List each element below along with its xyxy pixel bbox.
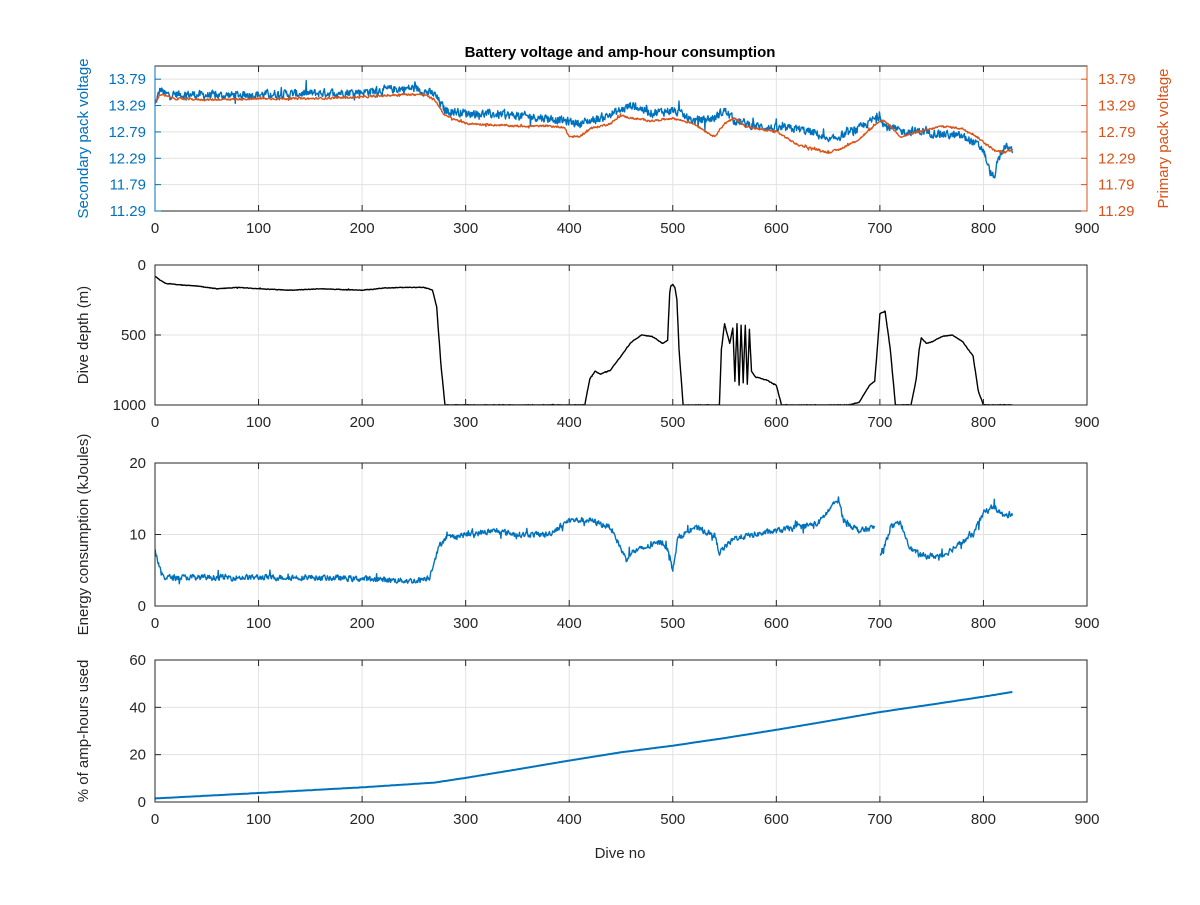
- x-tick-label: 400: [557, 811, 582, 828]
- y-right-tick-label: 12.29: [1098, 150, 1136, 167]
- x-tick-label: 300: [453, 615, 478, 632]
- x-tick-label: 500: [660, 615, 685, 632]
- series-line-subplot-3-seg-1: [155, 496, 876, 585]
- y-axis-label-right: Primary pack voltage: [1155, 68, 1172, 208]
- x-tick-label: 100: [246, 414, 271, 431]
- x-tick-label: 900: [1074, 414, 1099, 431]
- x-axis-label: Dive no: [595, 845, 646, 862]
- y-right-tick-label: 13.79: [1098, 71, 1136, 88]
- x-tick-label: 400: [557, 414, 582, 431]
- x-tick-label: 200: [350, 414, 375, 431]
- x-tick-label: 600: [764, 811, 789, 828]
- x-tick-label: 100: [246, 811, 271, 828]
- y-axis-label: Secondary pack voltage: [75, 58, 92, 218]
- x-tick-label: 300: [453, 811, 478, 828]
- plot-area: [155, 275, 1013, 405]
- x-tick-label: 500: [660, 220, 685, 237]
- y-tick-label: 0: [138, 794, 146, 811]
- x-tick-label: 800: [971, 220, 996, 237]
- subplot-4: 0 100 200 300 400 500 600 700 800 900 0 20 40 60 % of …: [75, 652, 1100, 828]
- series-line-secondary-pack-voltage: [155, 79, 1014, 179]
- x-tick-label: 500: [660, 414, 685, 431]
- chart-title: Battery voltage and amp-hour consumption: [465, 44, 776, 61]
- x-tick-label: 900: [1074, 220, 1099, 237]
- y-tick-label: 1000: [113, 397, 146, 414]
- y-tick-label: 0: [138, 598, 146, 615]
- x-tick-label: 100: [246, 615, 271, 632]
- x-tick-label: 600: [764, 414, 789, 431]
- x-tick-label: 0: [151, 414, 159, 431]
- x-tick-label: 200: [350, 220, 375, 237]
- x-tick-label: 900: [1074, 811, 1099, 828]
- y-tick-label: 12.79: [108, 124, 146, 141]
- series-line-subplot-3-seg-2: [879, 498, 1014, 561]
- x-tick-label: 800: [971, 811, 996, 828]
- x-tick-label: 700: [867, 811, 892, 828]
- plot-area: [155, 691, 1013, 800]
- series-line-primary-pack-voltage: [155, 92, 1014, 155]
- plot-area: [155, 79, 1014, 179]
- x-tick-label: 600: [764, 220, 789, 237]
- y-tick-label: 11.79: [110, 177, 146, 194]
- y-tick-label: 20: [129, 455, 146, 472]
- y-tick-label: 500: [121, 327, 146, 344]
- y-right-tick-label: 13.29: [1098, 98, 1136, 115]
- series-line-subplot-4: [155, 691, 1013, 800]
- x-tick-label: 800: [971, 615, 996, 632]
- y-tick-label: 12.29: [108, 150, 146, 167]
- x-tick-label: 800: [971, 414, 996, 431]
- y-tick-label: 13.29: [108, 98, 146, 115]
- y-tick-label: 13.79: [108, 71, 146, 88]
- y-right-tick-label: 12.79: [1098, 124, 1136, 141]
- y-axis-label: Energy consumption (kJoules): [75, 434, 92, 636]
- x-tick-label: 900: [1074, 615, 1099, 632]
- x-tick-label: 200: [350, 811, 375, 828]
- x-tick-label: 100: [246, 220, 271, 237]
- plot-area: [155, 496, 1014, 585]
- x-tick-label: 700: [867, 414, 892, 431]
- y-tick-label: 60: [129, 652, 146, 669]
- x-tick-label: 400: [557, 615, 582, 632]
- y-tick-label: 0: [138, 257, 146, 274]
- x-tick-label: 600: [764, 615, 789, 632]
- x-tick-label: 400: [557, 220, 582, 237]
- x-tick-label: 700: [867, 615, 892, 632]
- x-tick-label: 300: [453, 414, 478, 431]
- x-tick-label: 300: [453, 220, 478, 237]
- y-axis-label: % of amp-hours used: [75, 660, 92, 803]
- y-tick-label: 10: [129, 527, 146, 544]
- x-tick-label: 200: [350, 615, 375, 632]
- y-axis-label: Dive depth (m): [75, 286, 92, 384]
- x-tick-label: 0: [151, 615, 159, 632]
- x-tick-label: 500: [660, 811, 685, 828]
- axes-box: [154, 659, 1088, 803]
- y-right-tick-label: 11.29: [1098, 203, 1134, 220]
- y-right-tick-label: 11.79: [1098, 177, 1134, 194]
- y-tick-label: 40: [129, 699, 146, 716]
- series-line-subplot-2: [155, 275, 1013, 405]
- x-tick-label: 700: [867, 220, 892, 237]
- x-tick-label: 0: [151, 220, 159, 237]
- y-tick-label: 11.29: [110, 203, 146, 220]
- subplot-2: 0 100 200 300 400 500 600 700 800 900 0 500 1000 Dive…: [75, 257, 1100, 431]
- x-tick-label: 0: [151, 811, 159, 828]
- y-tick-label: 20: [129, 747, 146, 764]
- subplot-3: 0 100 200 300 400 500 600 700 800 900 0 10 20 Energy …: [75, 434, 1100, 636]
